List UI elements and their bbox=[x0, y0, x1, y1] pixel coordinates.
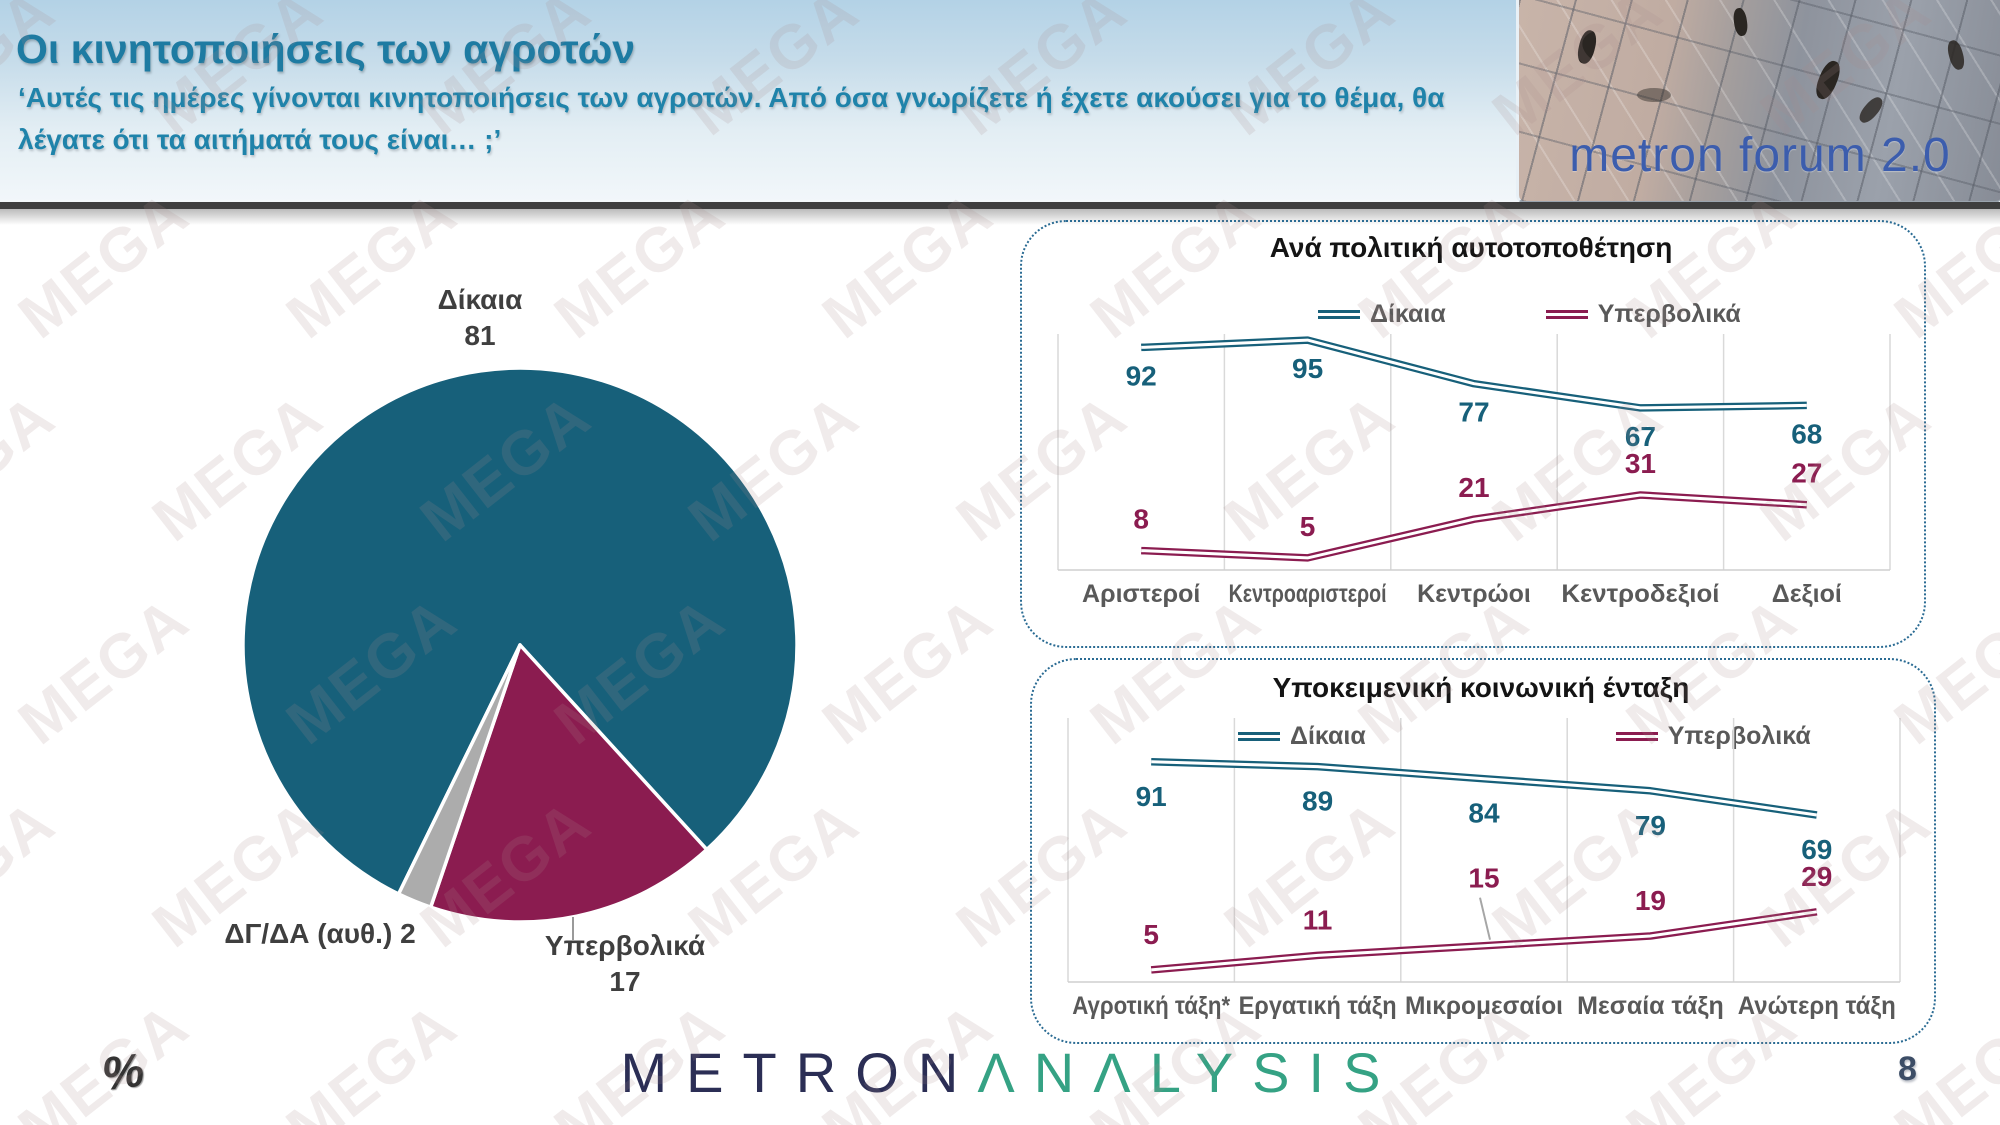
pie-label-dgda-text: ΔΓ/ΔΑ (αυθ.) bbox=[224, 918, 393, 949]
legend-label: Υπερβολικά bbox=[1597, 300, 1741, 328]
mega-watermark: MEGA bbox=[6, 584, 202, 758]
mega-watermark: MEGA bbox=[274, 990, 470, 1125]
survey-question-line1: ‘Αυτές τις ημέρες γίνονται κινητοποιήσει… bbox=[18, 82, 1445, 113]
chart2-legend: Δίκαια Υπερβολικά bbox=[1238, 722, 1811, 751]
legend-label: Δίκαια bbox=[1290, 722, 1366, 750]
chart1-legend: Δίκαια Υπερβολικά bbox=[1318, 300, 1741, 329]
person-silhouette-icon bbox=[1855, 94, 1887, 126]
mega-watermark: MEGA bbox=[810, 584, 1006, 758]
legend-line-marker bbox=[1238, 732, 1280, 741]
brand-metron: METRON bbox=[620, 1041, 978, 1104]
metron-forum-logo-image: metron forum 2.0 bbox=[1516, 0, 2000, 203]
legend-item-Δίκαια: Δίκαια bbox=[1238, 722, 1366, 751]
page-number: 8 bbox=[1898, 1050, 1917, 1088]
legend-item-Δίκαια: Δίκαια bbox=[1318, 300, 1446, 329]
chart2-title: Υποκειμενική κοινωνική ένταξη bbox=[1272, 672, 1690, 703]
political-placement-panel bbox=[1020, 220, 1926, 648]
mega-watermark: MEGA bbox=[0, 787, 68, 961]
mega-watermark: MEGA bbox=[0, 381, 68, 555]
header-divider bbox=[0, 202, 2000, 209]
mega-watermark: MEGA bbox=[542, 584, 738, 758]
person-silhouette-icon bbox=[1812, 58, 1844, 102]
chart1-title: Ανά πολιτική αυτοτοποθέτηση bbox=[1269, 232, 1673, 263]
mega-watermark: MEGA bbox=[140, 381, 336, 555]
page-title: Οι κινητοποιήσεις των αγροτών bbox=[16, 26, 636, 72]
pie-label-yperbolika-value: 17 bbox=[609, 966, 641, 997]
mega-watermark: MEGA bbox=[274, 584, 470, 758]
pie-label-yperbolika-text: Υπερβολικά bbox=[544, 930, 706, 961]
pie-label-yperbolika: Υπερβολικά 17 bbox=[490, 928, 760, 1000]
survey-question-line2: λέγατε ότι τα αιτήματά τους είναι… ;’ bbox=[18, 124, 502, 155]
pie-slice-2 bbox=[396, 643, 522, 909]
person-silhouette-icon bbox=[1575, 28, 1599, 66]
brand-analysis: ΛNΛLYSIS bbox=[977, 1041, 1400, 1104]
legend-line-marker bbox=[1615, 732, 1658, 741]
pie-slice-0 bbox=[241, 366, 799, 896]
legend-line-marker bbox=[1318, 310, 1360, 319]
mega-watermark: MEGA bbox=[676, 381, 872, 555]
legend-label: Δίκαια bbox=[1370, 300, 1446, 328]
person-silhouette-icon bbox=[1945, 38, 1967, 72]
pie-label-dikaia: Δίκαια 81 bbox=[320, 282, 640, 354]
legend-item-Υπερβολικά: Υπερβολικά bbox=[1615, 722, 1811, 751]
metron-forum-logo-text: metron forum 2.0 bbox=[1569, 129, 1951, 182]
shadow-blob bbox=[1637, 88, 1671, 102]
pie-label-dgda-value: 2 bbox=[400, 918, 416, 949]
pie-label-dgda: ΔΓ/ΔΑ (αυθ.) 2 bbox=[160, 916, 480, 952]
person-silhouette-icon bbox=[1732, 7, 1749, 37]
pie-slice-1 bbox=[428, 643, 709, 924]
percent-note: % bbox=[98, 1042, 147, 1101]
legend-line-marker bbox=[1545, 310, 1588, 319]
legend-item-Υπερβολικά: Υπερβολικά bbox=[1545, 300, 1741, 329]
social-class-panel bbox=[1030, 658, 1936, 1044]
legend-label: Υπερβολικά bbox=[1667, 722, 1811, 750]
pie-label-dikaia-value: 81 bbox=[464, 320, 496, 351]
mega-watermark: MEGA bbox=[408, 381, 604, 555]
metron-analysis-logo: METRONΛNΛLYSIS bbox=[560, 1040, 1460, 1105]
pie-label-dikaia-text: Δίκαια bbox=[437, 284, 523, 315]
